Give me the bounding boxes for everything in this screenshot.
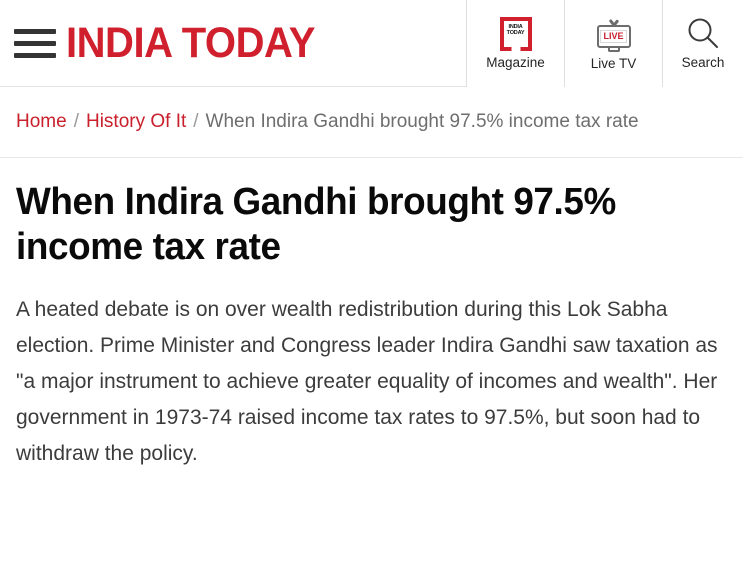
breadcrumb-section-link[interactable]: History Of It bbox=[85, 111, 187, 132]
page-title: When Indira Gandhi brought 97.5% income … bbox=[16, 181, 616, 268]
breadcrumb-current-page: When Indira Gandhi brought 97.5% income … bbox=[205, 111, 639, 132]
header-tools: INDIA TODAY Magazine LIVE Live TV Search bbox=[466, 0, 743, 87]
article-body: When Indira Gandhi brought 97.5% income … bbox=[0, 158, 743, 472]
magazine-icon-label: INDIA TODAY bbox=[506, 23, 525, 36]
live-tv-label: Live TV bbox=[590, 55, 637, 71]
search-label: Search bbox=[681, 54, 725, 70]
magazine-button[interactable]: INDIA TODAY Magazine bbox=[466, 0, 564, 87]
live-tv-button[interactable]: LIVE Live TV bbox=[564, 0, 662, 87]
article-standfirst: A heated debate is on over wealth redist… bbox=[16, 298, 718, 465]
breadcrumb-separator: / bbox=[193, 111, 199, 132]
tv-screen: LIVE bbox=[596, 24, 631, 48]
tv-icon: LIVE bbox=[594, 16, 634, 52]
hamburger-bar bbox=[14, 52, 56, 58]
tv-stand bbox=[607, 47, 620, 52]
magazine-icon: INDIA TODAY bbox=[499, 16, 532, 52]
magazine-icon-notch bbox=[511, 42, 520, 52]
hamburger-bar bbox=[14, 40, 56, 46]
hamburger-bar bbox=[14, 28, 56, 34]
magazine-label: Magazine bbox=[486, 54, 545, 70]
site-header: INDIA TODAY INDIA TODAY Magazine LIVE Li… bbox=[0, 0, 743, 87]
live-badge: LIVE bbox=[600, 29, 627, 43]
site-logo[interactable]: INDIA TODAY bbox=[66, 18, 315, 67]
breadcrumb-home-link[interactable]: Home bbox=[16, 111, 67, 132]
breadcrumb-separator: / bbox=[73, 111, 79, 132]
hamburger-menu-icon[interactable] bbox=[14, 28, 56, 58]
breadcrumb: Home / History Of It / When Indira Gandh… bbox=[0, 87, 743, 158]
search-icon bbox=[688, 18, 718, 48]
search-button[interactable]: Search bbox=[662, 0, 743, 87]
